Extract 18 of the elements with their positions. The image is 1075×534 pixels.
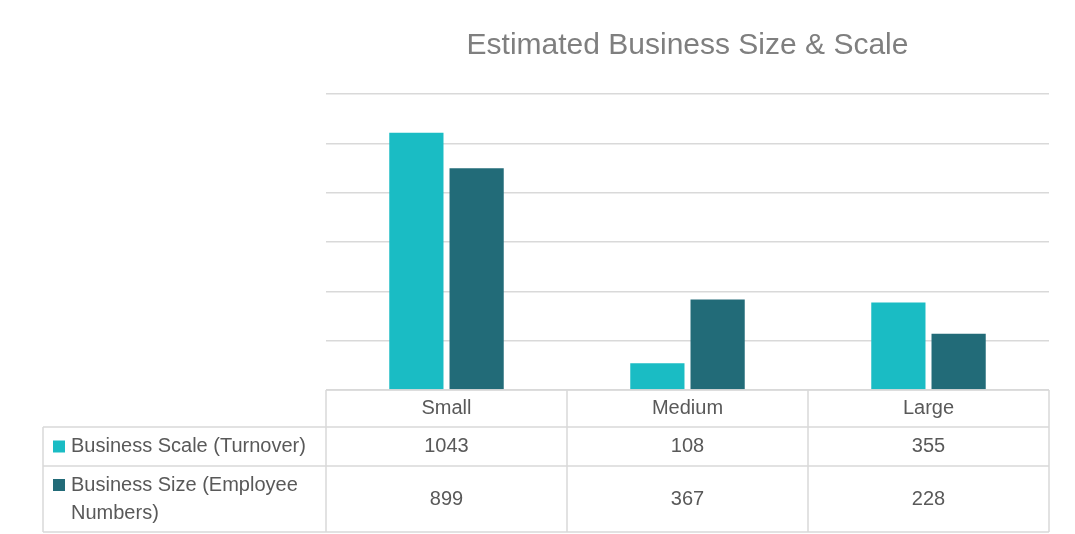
chart-title: Estimated Business Size & Scale bbox=[466, 27, 909, 61]
data-label: 228 bbox=[911, 486, 946, 509]
legend-label: Business Scale (Turnover) bbox=[71, 434, 306, 457]
bar bbox=[690, 299, 745, 390]
bar bbox=[449, 168, 504, 390]
data-label: 899 bbox=[429, 486, 464, 509]
x-tick-label: Medium bbox=[651, 395, 724, 418]
data-label: 1043 bbox=[424, 434, 469, 457]
bar bbox=[931, 333, 986, 390]
bar bbox=[871, 302, 926, 390]
legend-label: Business Size (Employee Numbers) bbox=[71, 472, 298, 523]
data-label: 355 bbox=[911, 434, 946, 457]
bar bbox=[389, 132, 444, 390]
bar bbox=[630, 363, 685, 390]
data-label: 367 bbox=[670, 486, 705, 509]
x-tick-label: Large bbox=[902, 395, 955, 418]
data-label: 108 bbox=[670, 434, 705, 457]
x-tick-label: Small bbox=[421, 395, 472, 418]
